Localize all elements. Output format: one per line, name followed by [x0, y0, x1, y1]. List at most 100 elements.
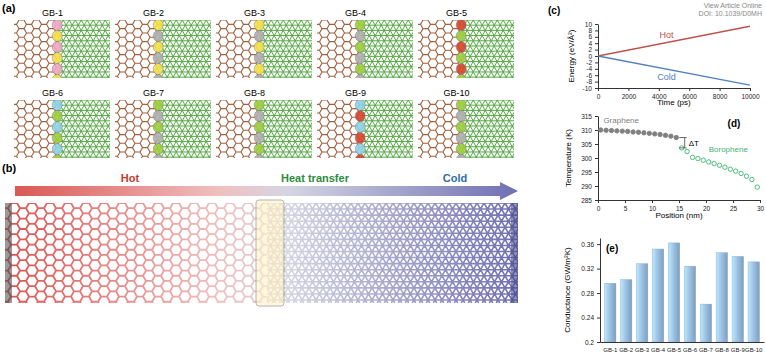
tick: 30	[757, 200, 765, 212]
tick-label: GB-9	[731, 347, 746, 353]
bracket-line	[684, 138, 685, 148]
borophene-lattice	[259, 20, 312, 78]
bar	[732, 256, 743, 342]
ring	[355, 53, 365, 64]
tick-label: GB-4	[651, 347, 666, 353]
tick-mark	[595, 75, 598, 76]
structure-label: GB-1	[42, 8, 63, 18]
x-axis: GB-1GB-2GB-3GB-4GB-5GB-6GB-7GB-8GB-9GB-1…	[601, 342, 765, 353]
ring	[254, 133, 264, 144]
ring	[355, 155, 365, 159]
transfer-label: Heat transfer	[281, 172, 350, 184]
ring	[153, 31, 163, 42]
bar	[636, 264, 647, 342]
tick-label: 4	[588, 40, 592, 47]
tick: 0	[597, 88, 601, 100]
tick: 2	[588, 46, 598, 53]
panel-a: (a)GB-1GB-2GB-3GB-4GB-5GB-6GB-7GB-8GB-9G…	[0, 2, 591, 178]
interface-rings	[456, 20, 466, 78]
ring	[355, 42, 365, 53]
tick: 10	[585, 21, 598, 28]
tick-label: 0	[597, 93, 601, 100]
tick-mark	[595, 186, 598, 187]
panel-label: (b)	[2, 162, 16, 174]
graphene-lattice	[14, 20, 57, 78]
tick: 15	[676, 200, 684, 212]
interface-rings	[456, 100, 466, 158]
gb-structure	[0, 87, 187, 178]
y-axis: 0.20.240.280.320.36	[581, 239, 600, 346]
tick-mark	[595, 69, 598, 70]
ring	[456, 122, 466, 133]
tick-label: 285	[581, 197, 592, 204]
ring	[456, 155, 466, 159]
lattice-bonds	[115, 20, 158, 78]
tick-label: GB-10	[745, 347, 763, 353]
tick: 5	[624, 200, 628, 212]
interface-rings	[153, 20, 163, 78]
panel-label: (e)	[606, 243, 618, 254]
graphene-lattice	[418, 20, 461, 78]
structure-label: GB-5	[446, 8, 467, 18]
structure-label: GB-9	[345, 88, 366, 98]
bar	[716, 253, 727, 342]
tick: 0.32	[581, 265, 600, 272]
tick: 305	[581, 141, 598, 148]
tick-mark	[689, 88, 690, 91]
ring	[52, 122, 62, 133]
bar	[668, 243, 679, 342]
tick-label: GB-6	[683, 347, 698, 353]
ring	[254, 122, 264, 133]
tick: GB-3	[635, 342, 650, 353]
point	[701, 158, 705, 162]
ring	[355, 122, 365, 133]
ring	[456, 133, 466, 144]
bar	[620, 280, 631, 342]
ring	[153, 75, 163, 79]
ring	[254, 100, 264, 111]
point	[755, 185, 759, 189]
tick-label: 10	[585, 21, 593, 28]
structure-label: GB-8	[244, 88, 265, 98]
tick: -4	[586, 65, 598, 72]
ring	[52, 31, 62, 42]
panel-b: (b)HotHeat transferCold	[0, 162, 647, 328]
point	[669, 134, 673, 138]
tick-mark	[706, 200, 707, 203]
tick: GB-9	[731, 342, 746, 353]
ring	[456, 20, 466, 31]
tick-mark	[597, 318, 600, 319]
link-text: View Article Online	[704, 2, 762, 9]
interface-rings	[52, 100, 62, 158]
tick-mark	[597, 293, 600, 294]
ring	[456, 75, 466, 79]
tick-label: 0.32	[581, 265, 594, 272]
tick-mark	[595, 158, 598, 159]
ring	[456, 42, 466, 53]
point	[723, 165, 727, 169]
ring	[254, 53, 264, 64]
bracket-line	[679, 147, 686, 148]
tick-mark	[595, 82, 598, 83]
ring	[355, 133, 365, 144]
tick-mark	[597, 244, 600, 245]
series-label: Graphene	[603, 116, 639, 125]
tick-mark	[659, 88, 660, 91]
tick-mark	[595, 88, 598, 89]
tick-label: 0	[588, 53, 592, 60]
point	[626, 129, 630, 133]
gb-structure	[83, 87, 288, 178]
tick: GB-8	[715, 342, 730, 353]
ring	[254, 31, 264, 42]
borophene-lattice	[158, 20, 211, 78]
tick-mark	[595, 37, 598, 38]
tick-label: 8	[588, 27, 592, 34]
graphene-lattice	[115, 20, 158, 78]
delta-t-bracket	[679, 138, 686, 148]
structure-label: GB-4	[345, 8, 366, 18]
tick-mark	[595, 200, 598, 201]
lattice-bonds	[14, 100, 57, 158]
ring	[52, 133, 62, 144]
tick-label: 290	[581, 183, 592, 190]
lattice-bonds	[418, 100, 461, 158]
